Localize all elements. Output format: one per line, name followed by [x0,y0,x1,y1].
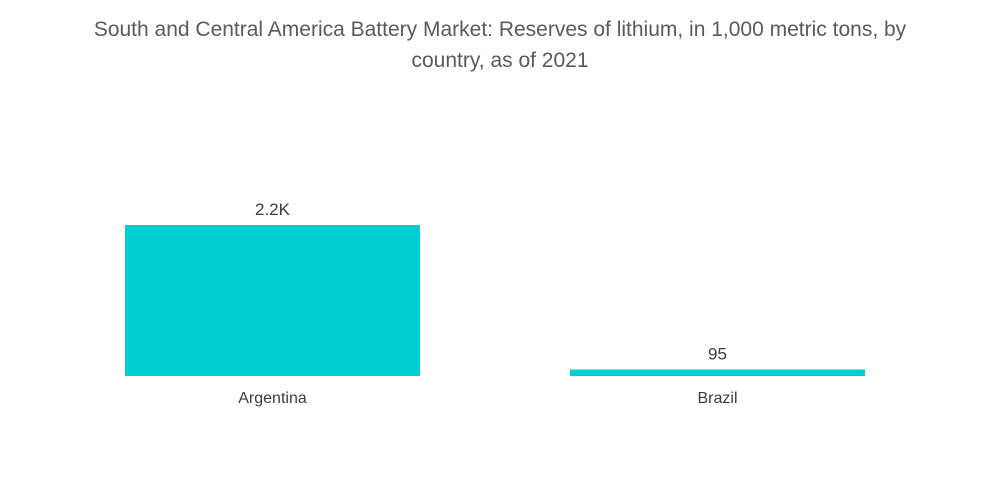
data-label-brazil: 95 [708,344,727,363]
bar-argentina [125,225,420,376]
chart-title-line-1: South and Central America Battery Market… [93,18,907,41]
x-axis-tick-labels: Argentina Brazil [238,390,737,407]
chart-title: South and Central America Battery Market… [0,14,1000,76]
chart-title-line-2: country, as of 2021 [411,49,589,72]
data-label-argentina: 2.2K [255,200,291,219]
x-tick-label-argentina: Argentina [238,390,307,407]
bar-brazil [570,369,865,376]
data-labels-group: 2.2K 95 [255,200,727,363]
bars-group [125,225,865,376]
x-tick-label-brazil: Brazil [697,390,737,407]
